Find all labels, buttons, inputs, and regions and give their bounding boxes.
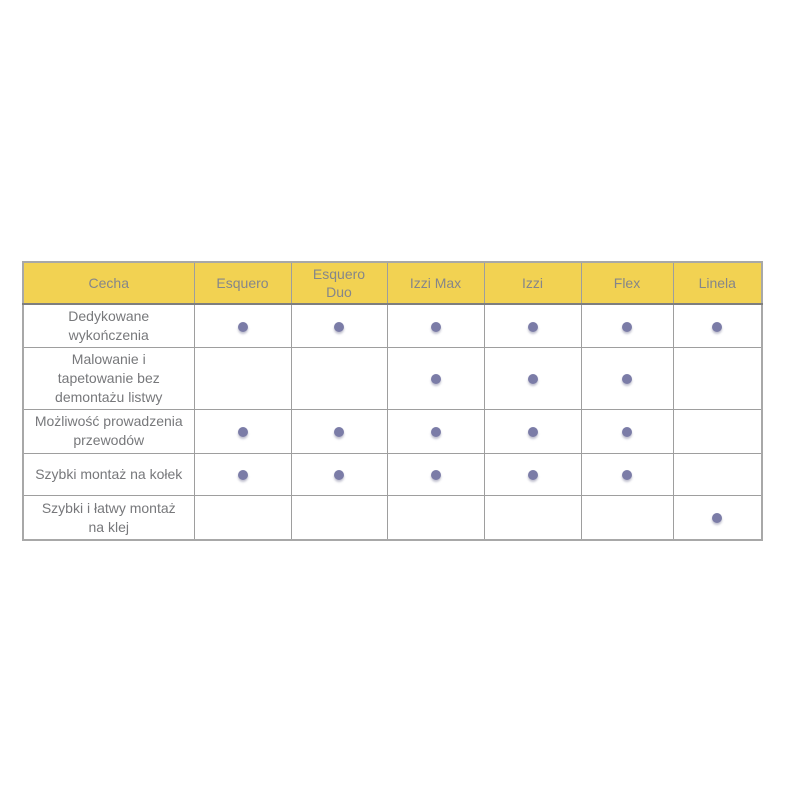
feature-supported-dot-icon — [527, 427, 538, 438]
support-cell — [290, 452, 388, 496]
support-cell — [386, 347, 485, 410]
support-cell — [672, 347, 763, 410]
support-cell — [672, 494, 763, 541]
support-cell — [483, 494, 582, 541]
column-header-product: Flex — [580, 261, 674, 306]
table-row: Szybki i łatwy montaż na klej — [22, 494, 763, 541]
support-cell — [483, 408, 582, 454]
support-cell — [290, 303, 388, 349]
feature-supported-dot-icon — [237, 427, 248, 438]
feature-supported-dot-icon — [430, 427, 441, 438]
support-cell — [386, 408, 485, 454]
column-header-feature: Cecha — [22, 261, 195, 306]
feature-supported-dot-icon — [622, 470, 632, 481]
feature-supported-dot-icon — [527, 322, 538, 333]
support-cell — [193, 303, 292, 349]
support-cell — [193, 408, 292, 454]
table-row: Szybki montaż na kołek — [22, 452, 763, 496]
support-cell — [672, 303, 763, 349]
support-cell — [672, 452, 763, 496]
table-row: Malowanie i tapetowanie bez demontażu li… — [22, 347, 763, 410]
feature-supported-dot-icon — [430, 322, 441, 333]
feature-supported-dot-icon — [430, 374, 441, 385]
support-cell — [580, 452, 674, 496]
support-cell — [290, 408, 388, 454]
feature-supported-dot-icon — [622, 322, 632, 333]
column-header-product: Esquero Duo — [290, 261, 388, 306]
support-cell — [290, 347, 388, 410]
support-cell — [193, 452, 292, 496]
feature-supported-dot-icon — [334, 427, 344, 438]
support-cell — [193, 347, 292, 410]
support-cell — [386, 303, 485, 349]
feature-supported-dot-icon — [334, 322, 344, 333]
feature-comparison-table-container: Cecha Esquero Esquero Duo Izzi Max Izzi Flex L… — [22, 261, 763, 542]
feature-supported-dot-icon — [527, 470, 538, 481]
support-cell — [672, 408, 763, 454]
feature-supported-dot-icon — [237, 322, 248, 333]
table-body: Dedykowane wykończenia Malowanie i tapeto… — [22, 303, 763, 541]
column-header-product: Izzi — [483, 261, 582, 306]
feature-supported-dot-icon — [334, 470, 344, 481]
column-header-product: Izzi Max — [386, 261, 485, 306]
feature-supported-dot-icon — [622, 427, 632, 438]
feature-supported-dot-icon — [712, 322, 723, 333]
table-row: Możliwość prowadzenia przewodów — [22, 408, 763, 454]
feature-supported-dot-icon — [712, 513, 723, 524]
support-cell — [386, 494, 485, 541]
feature-comparison-table: Cecha Esquero Esquero Duo Izzi Max Izzi Flex L… — [22, 261, 763, 542]
feature-supported-dot-icon — [430, 470, 441, 481]
support-cell — [580, 494, 674, 541]
feature-name-cell: Szybki i łatwy montaż na klej — [22, 494, 195, 541]
feature-name-cell: Możliwość prowadzenia przewodów — [22, 408, 195, 454]
feature-name-cell: Dedykowane wykończenia — [22, 303, 195, 349]
support-cell — [193, 494, 292, 541]
support-cell — [483, 347, 582, 410]
column-header-product: Linela — [672, 261, 763, 306]
support-cell — [483, 452, 582, 496]
column-header-product: Esquero — [193, 261, 292, 306]
feature-supported-dot-icon — [237, 470, 248, 481]
table-row: Dedykowane wykończenia — [22, 303, 763, 349]
feature-name-cell: Szybki montaż na kołek — [22, 452, 195, 496]
support-cell — [580, 408, 674, 454]
feature-name-cell: Malowanie i tapetowanie bez demontażu li… — [22, 347, 195, 410]
header-row: Cecha Esquero Esquero Duo Izzi Max Izzi Flex L… — [22, 261, 763, 306]
support-cell — [580, 347, 674, 410]
support-cell — [386, 452, 485, 496]
feature-supported-dot-icon — [527, 374, 538, 385]
support-cell — [290, 494, 388, 541]
support-cell — [483, 303, 582, 349]
support-cell — [580, 303, 674, 349]
feature-supported-dot-icon — [622, 374, 632, 385]
